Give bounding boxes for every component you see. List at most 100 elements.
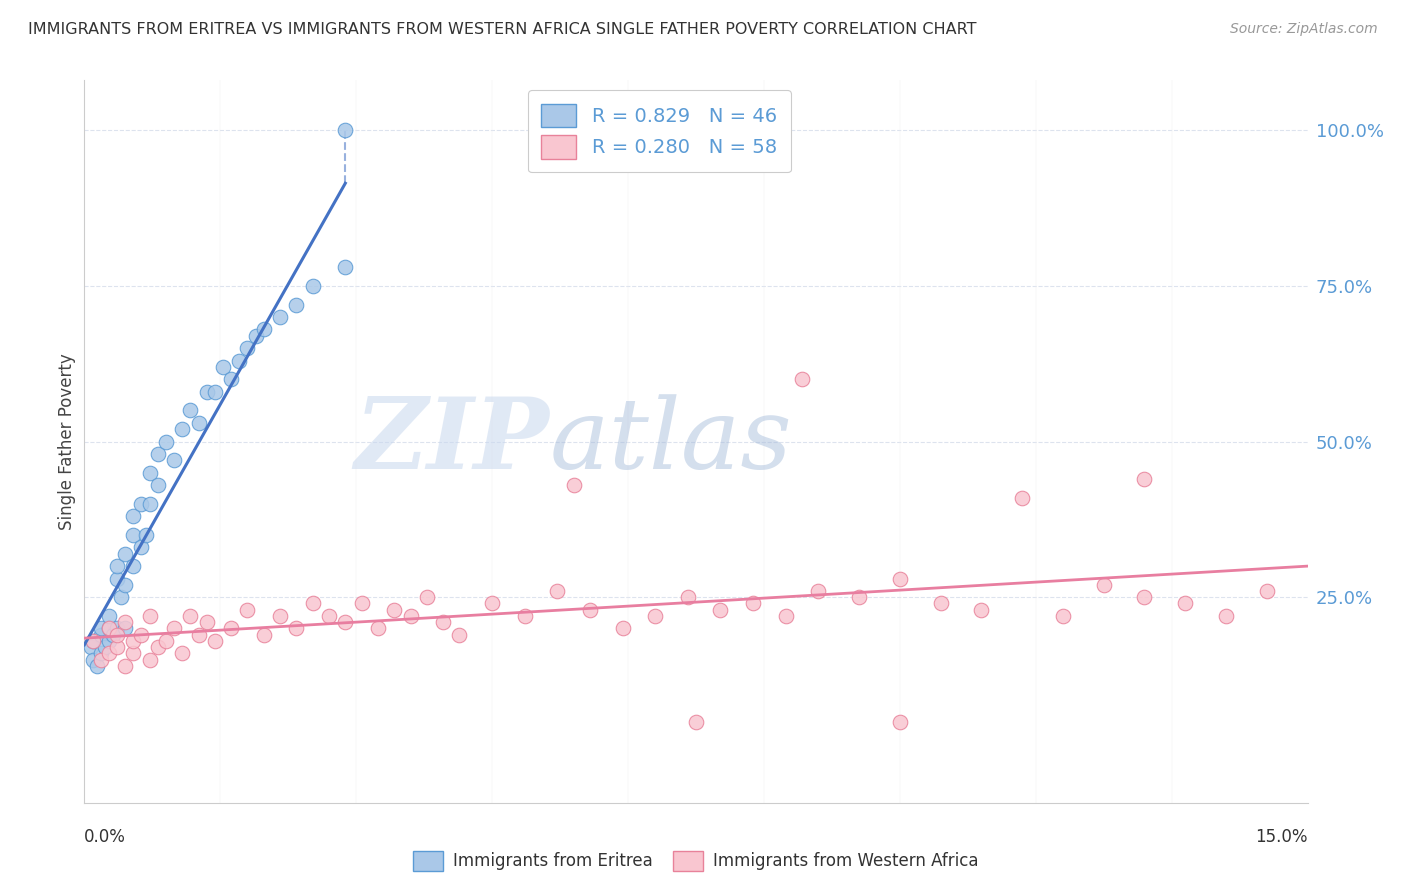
Point <box>146 640 169 654</box>
Text: 15.0%: 15.0% <box>1256 828 1308 846</box>
Point <box>135 528 157 542</box>
Point <box>1011 491 1033 505</box>
Point <box>790 372 813 386</box>
Point <box>195 384 218 399</box>
Point <box>97 621 120 635</box>
Text: ZIP: ZIP <box>354 393 550 490</box>
Point <box>481 597 503 611</box>
Point <box>114 621 136 635</box>
Point <box>105 621 128 635</box>
Point <box>848 591 870 605</box>
Text: atlas: atlas <box>550 394 792 489</box>
Point <box>709 603 731 617</box>
Point <box>685 714 707 729</box>
Point <box>245 328 267 343</box>
Point <box>228 353 250 368</box>
Point <box>269 609 291 624</box>
Point <box>285 621 308 635</box>
Point <box>301 597 323 611</box>
Point <box>382 603 405 617</box>
Point <box>612 621 634 635</box>
Point <box>676 591 699 605</box>
Point <box>644 609 666 624</box>
Point <box>513 609 536 624</box>
Point <box>236 341 259 355</box>
Point <box>219 621 242 635</box>
Point <box>335 123 357 137</box>
Point <box>253 322 276 336</box>
Point <box>114 615 136 630</box>
Point <box>204 633 226 648</box>
Point <box>204 384 226 399</box>
Point <box>122 633 145 648</box>
Point <box>179 403 201 417</box>
Point <box>562 478 585 492</box>
Point <box>172 646 194 660</box>
Point <box>105 572 128 586</box>
Y-axis label: Single Father Poverty: Single Father Poverty <box>58 353 76 530</box>
Point <box>775 609 797 624</box>
Point <box>187 416 209 430</box>
Point <box>97 633 120 648</box>
Point <box>1174 597 1197 611</box>
Point <box>155 633 177 648</box>
Point <box>1052 609 1074 624</box>
Point <box>97 646 120 660</box>
Point <box>269 310 291 324</box>
Point <box>807 584 830 599</box>
Text: 0.0%: 0.0% <box>84 828 127 846</box>
Point <box>86 658 108 673</box>
Point <box>301 278 323 293</box>
Point <box>105 640 128 654</box>
Point <box>114 658 136 673</box>
Point <box>114 547 136 561</box>
Point <box>187 627 209 641</box>
Point <box>253 627 276 641</box>
Point <box>350 597 373 611</box>
Point <box>416 591 439 605</box>
Point <box>318 609 340 624</box>
Point <box>889 714 911 729</box>
Point <box>101 627 124 641</box>
Point <box>82 652 104 666</box>
Point <box>1092 578 1115 592</box>
Point <box>172 422 194 436</box>
Point <box>138 652 160 666</box>
Point <box>90 646 112 660</box>
Point <box>114 578 136 592</box>
Point <box>131 541 153 555</box>
Point <box>93 640 115 654</box>
Point <box>929 597 952 611</box>
Point <box>138 609 160 624</box>
Point <box>1133 472 1156 486</box>
Point <box>889 572 911 586</box>
Point <box>1215 609 1237 624</box>
Point <box>219 372 242 386</box>
Point <box>335 260 357 274</box>
Point <box>546 584 568 599</box>
Point <box>163 621 186 635</box>
Point <box>285 297 308 311</box>
Point <box>90 652 112 666</box>
Point <box>579 603 602 617</box>
Point <box>1256 584 1278 599</box>
Point <box>80 640 103 654</box>
Point <box>236 603 259 617</box>
Point <box>163 453 186 467</box>
Point <box>1133 591 1156 605</box>
Point <box>399 609 422 624</box>
Point <box>90 627 112 641</box>
Text: Source: ZipAtlas.com: Source: ZipAtlas.com <box>1230 22 1378 37</box>
Point <box>105 559 128 574</box>
Point <box>90 621 112 635</box>
Point <box>122 646 145 660</box>
Point <box>970 603 993 617</box>
Point <box>742 597 765 611</box>
Point <box>110 591 132 605</box>
Point <box>97 609 120 624</box>
Point <box>131 627 153 641</box>
Point <box>122 559 145 574</box>
Point <box>82 633 104 648</box>
Point <box>82 633 104 648</box>
Point <box>146 478 169 492</box>
